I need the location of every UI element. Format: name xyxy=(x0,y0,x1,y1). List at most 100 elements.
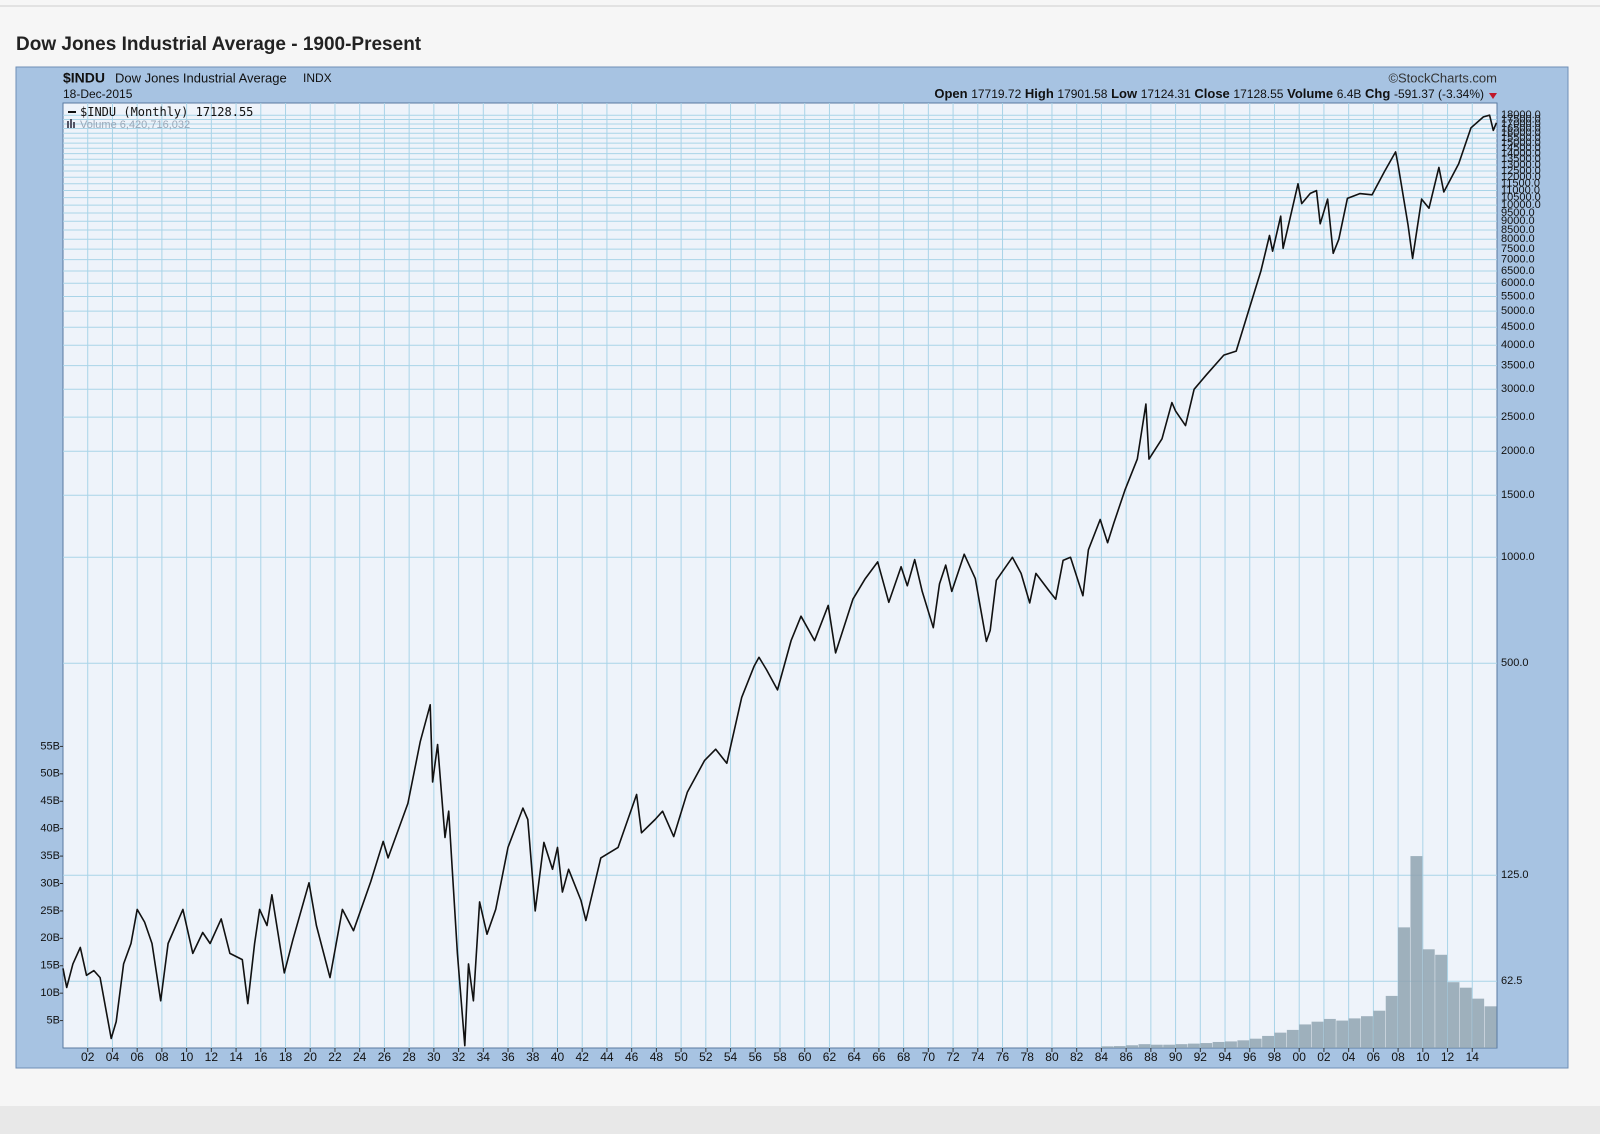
y2-tick-label: 30B xyxy=(40,877,60,889)
y-tick-label: 10000.0 xyxy=(1501,199,1541,211)
y-tick-label: 5000.0 xyxy=(1501,305,1535,317)
y-tick-label: 14000.0 xyxy=(1501,148,1541,160)
x-tick-label: 74 xyxy=(971,1050,985,1064)
y-tick-label: 16500.0 xyxy=(1501,122,1541,134)
volume-bar xyxy=(1237,1040,1250,1048)
y2-tick-label: 55B xyxy=(40,740,60,752)
value: 17901.58 xyxy=(1057,87,1107,101)
y-tick-label: 5500.0 xyxy=(1501,290,1535,302)
legend-swatch xyxy=(67,121,69,128)
x-tick-label: 12 xyxy=(205,1050,219,1064)
x-tick-label: 92 xyxy=(1194,1050,1208,1064)
x-tick-label: 02 xyxy=(81,1050,95,1064)
legend-name: Volume xyxy=(80,119,117,131)
y-tick-label: 500.0 xyxy=(1501,657,1529,669)
y2-tick-label: 20B xyxy=(40,932,60,944)
x-tick-label: 64 xyxy=(847,1050,861,1064)
x-tick-label: 86 xyxy=(1119,1050,1133,1064)
x-tick-label: 76 xyxy=(996,1050,1010,1064)
volume-bar xyxy=(1472,998,1485,1048)
x-tick-label: 38 xyxy=(526,1050,540,1064)
x-tick-label: 54 xyxy=(724,1050,738,1064)
volume-bar xyxy=(1348,1018,1361,1048)
y-tick-label: 4500.0 xyxy=(1501,321,1535,333)
y-tick-label: 13000.0 xyxy=(1501,159,1541,171)
x-tick-label: 22 xyxy=(328,1050,342,1064)
legend-swatch xyxy=(73,122,75,128)
x-tick-label: 10 xyxy=(180,1050,194,1064)
volume-bar xyxy=(1249,1038,1262,1048)
x-tick-label: 88 xyxy=(1144,1050,1158,1064)
y-tick-label: 62.5 xyxy=(1501,975,1522,987)
x-tick-label: 42 xyxy=(576,1050,590,1064)
y2-tick-label: 25B xyxy=(40,905,60,917)
x-tick-label: 40 xyxy=(551,1050,565,1064)
y-tick-label: 8000.0 xyxy=(1501,233,1535,245)
legend-entry: Volume 6,420,716,032 xyxy=(80,119,190,131)
value: 6.4B xyxy=(1337,87,1362,101)
volume-bar xyxy=(1286,1029,1299,1048)
x-tick-label: 20 xyxy=(304,1050,318,1064)
x-tick-label: 56 xyxy=(749,1050,763,1064)
y2-tick-label: 10B xyxy=(40,987,60,999)
volume-bar xyxy=(1459,987,1472,1048)
x-tick-label: 70 xyxy=(922,1050,936,1064)
labels: 02 04 06 08 10 12 14 16 18 20 22 24 26 28 30 32 34 36 38 40… xyxy=(40,109,1540,1064)
x-tick-label: 04 xyxy=(1342,1050,1356,1064)
y-tick-label: 12500.0 xyxy=(1501,165,1541,177)
y-tick-label: 16000.0 xyxy=(1501,127,1541,139)
x-tick-label: 58 xyxy=(773,1050,787,1064)
volume-bar xyxy=(1113,1046,1126,1048)
y-tick-label: 1000.0 xyxy=(1501,551,1535,563)
down-arrow xyxy=(1489,93,1497,99)
volume-bar xyxy=(1138,1044,1151,1048)
x-tick-label: 32 xyxy=(452,1050,466,1064)
x-tick-label: 78 xyxy=(1021,1050,1035,1064)
x-tick-label: 14 xyxy=(1466,1050,1480,1064)
y-tick-label: 6000.0 xyxy=(1501,277,1535,289)
y-tick-label: 17000.0 xyxy=(1501,118,1541,130)
x-tick-label: 06 xyxy=(130,1050,144,1064)
label: High xyxy=(1025,86,1054,101)
x-tick-label: 36 xyxy=(501,1050,515,1064)
x-tick-label: 68 xyxy=(897,1050,911,1064)
x-tick-label: 04 xyxy=(106,1050,120,1064)
exchange: INDX xyxy=(303,71,332,85)
x-tick-label: 52 xyxy=(699,1050,713,1064)
x-tick-label: 48 xyxy=(650,1050,664,1064)
x-tick-label: 84 xyxy=(1095,1050,1109,1064)
x-tick-label: 10 xyxy=(1416,1050,1430,1064)
x-tick-label: 34 xyxy=(477,1050,491,1064)
y-tick-label: 15500.0 xyxy=(1501,132,1541,144)
x-tick-label: 16 xyxy=(254,1050,268,1064)
x-tick-label: 72 xyxy=(946,1050,960,1064)
legend-value: 17128.55 xyxy=(196,105,254,119)
y-tick-label: 11500.0 xyxy=(1501,178,1540,190)
x-tick-label: 06 xyxy=(1367,1050,1381,1064)
credit: ©StockCharts.com xyxy=(1388,70,1497,85)
x-tick-label: 96 xyxy=(1243,1050,1257,1064)
volume-bar xyxy=(1484,1006,1497,1048)
volume-bar xyxy=(1274,1032,1287,1048)
y-tick-label: 4000.0 xyxy=(1501,339,1535,351)
volume-bar xyxy=(1150,1044,1163,1048)
y-tick-label: 7500.0 xyxy=(1501,243,1535,255)
y2-tick-label: 45B xyxy=(40,795,60,807)
value: 17124.31 xyxy=(1141,87,1191,101)
volume-bar xyxy=(1262,1035,1274,1048)
y-tick-label: 11000.0 xyxy=(1501,184,1540,196)
chart-title: Dow Jones Industrial Average - 1900-Pres… xyxy=(16,34,422,55)
symbol-name: Dow Jones Industrial Average xyxy=(115,70,287,85)
value: 17719.72 xyxy=(971,87,1021,101)
x-tick-label: 90 xyxy=(1169,1050,1183,1064)
volume-bar xyxy=(1163,1044,1176,1048)
marks xyxy=(62,114,1498,1048)
volume-bar xyxy=(1212,1041,1225,1048)
y-tick-label: 125.0 xyxy=(1501,869,1529,881)
volume-bar xyxy=(1200,1043,1213,1048)
volume-bar xyxy=(1398,927,1410,1048)
y-tick-label: 13500.0 xyxy=(1501,153,1541,165)
x-tick-label: 00 xyxy=(1293,1050,1307,1064)
volume-bar xyxy=(1410,856,1423,1048)
y-tick-label: 18000.0 xyxy=(1501,109,1541,121)
